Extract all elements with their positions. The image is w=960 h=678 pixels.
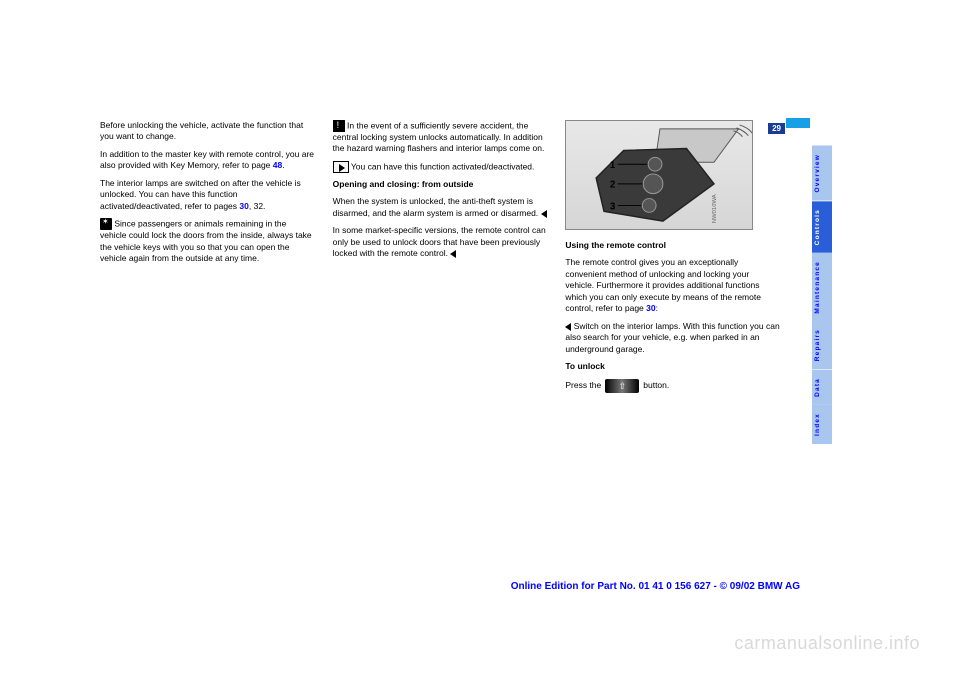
col2-p2: You can have this function activated/dea… <box>333 161 548 173</box>
tab-index[interactable]: Index <box>812 405 832 444</box>
column-3: 1 2 3 NW010WA Using the remote control T… <box>565 120 780 600</box>
online-edition-link[interactable]: Online Edition for Part No. 01 41 0 156 … <box>511 581 800 592</box>
column-1: Before unlocking the vehicle, activate t… <box>100 120 315 600</box>
page-link-30[interactable]: 30 <box>239 201 248 211</box>
key-figure: 1 2 3 NW010WA <box>565 120 753 230</box>
callout-2: 2 <box>610 180 616 191</box>
tab-repairs[interactable]: Repairs <box>812 321 832 369</box>
col1-p2: In addition to the master key with remot… <box>100 149 315 172</box>
col2-heading: Opening and closing: from outside <box>333 179 548 190</box>
pedestrian-icon <box>100 218 112 230</box>
key-illustration: 1 2 3 NW010WA <box>566 121 752 229</box>
manual-page: 29 Overview Controls Maintenance Repairs… <box>0 0 960 678</box>
tab-overview[interactable]: Overview <box>812 146 832 201</box>
col3-h2: To unlock <box>565 361 780 372</box>
page-link-48[interactable]: 48 <box>273 160 282 170</box>
col2-p4: In some market-specific versions, the re… <box>333 225 548 259</box>
triangle-icon-2 <box>450 250 456 258</box>
col3-p1: The remote control gives you an exceptio… <box>565 257 780 314</box>
col1-p3: The interior lamps are switched on after… <box>100 178 315 212</box>
page-link-30b[interactable]: 30 <box>646 303 655 313</box>
warning-icon <box>333 120 345 132</box>
content-columns: Before unlocking the vehicle, activate t… <box>100 120 780 600</box>
triangle-icon <box>541 210 547 218</box>
button-label: button. <box>643 380 669 391</box>
col1-p1: Before unlocking the vehicle, activate t… <box>100 120 315 143</box>
figure-code: NW010WA <box>712 194 718 223</box>
col3-heading: Using the remote control <box>565 240 780 251</box>
column-2: In the event of a sufficiently severe ac… <box>333 120 548 600</box>
tab-controls[interactable]: Controls <box>812 201 832 253</box>
callout-3: 3 <box>610 201 616 212</box>
side-tabs: Overview Controls Maintenance Repairs Da… <box>812 146 832 444</box>
callout-1: 1 <box>610 160 616 171</box>
note-icon <box>333 161 349 173</box>
tab-data[interactable]: Data <box>812 370 832 405</box>
col2-p1: In the event of a sufficiently severe ac… <box>333 120 548 155</box>
col3-li1: Switch on the interior lamps. With this … <box>565 321 780 355</box>
tab-maintenance[interactable]: Maintenance <box>812 253 832 322</box>
key-button-2 <box>644 174 664 194</box>
unlock-row: Press the ⇧ button. <box>565 379 780 393</box>
bullet-icon <box>565 323 571 331</box>
col2-p3: When the system is unlocked, the anti-th… <box>333 196 548 219</box>
key-button-1 <box>649 157 663 171</box>
col1-p4: Since passengers or animals remaining in… <box>100 218 315 264</box>
watermark: carmanualsonline.info <box>734 633 920 654</box>
footer: Online Edition for Part No. 01 41 0 156 … <box>100 576 800 594</box>
unlock-button-icon: ⇧ <box>605 379 639 393</box>
press-text: Press the <box>565 380 601 391</box>
key-button-3 <box>643 199 657 213</box>
page-number-bar <box>786 118 810 128</box>
